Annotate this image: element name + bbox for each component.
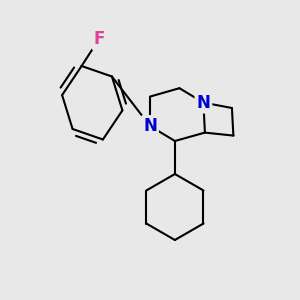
Text: F: F <box>93 30 105 48</box>
Text: N: N <box>143 117 157 135</box>
Text: N: N <box>196 94 210 112</box>
